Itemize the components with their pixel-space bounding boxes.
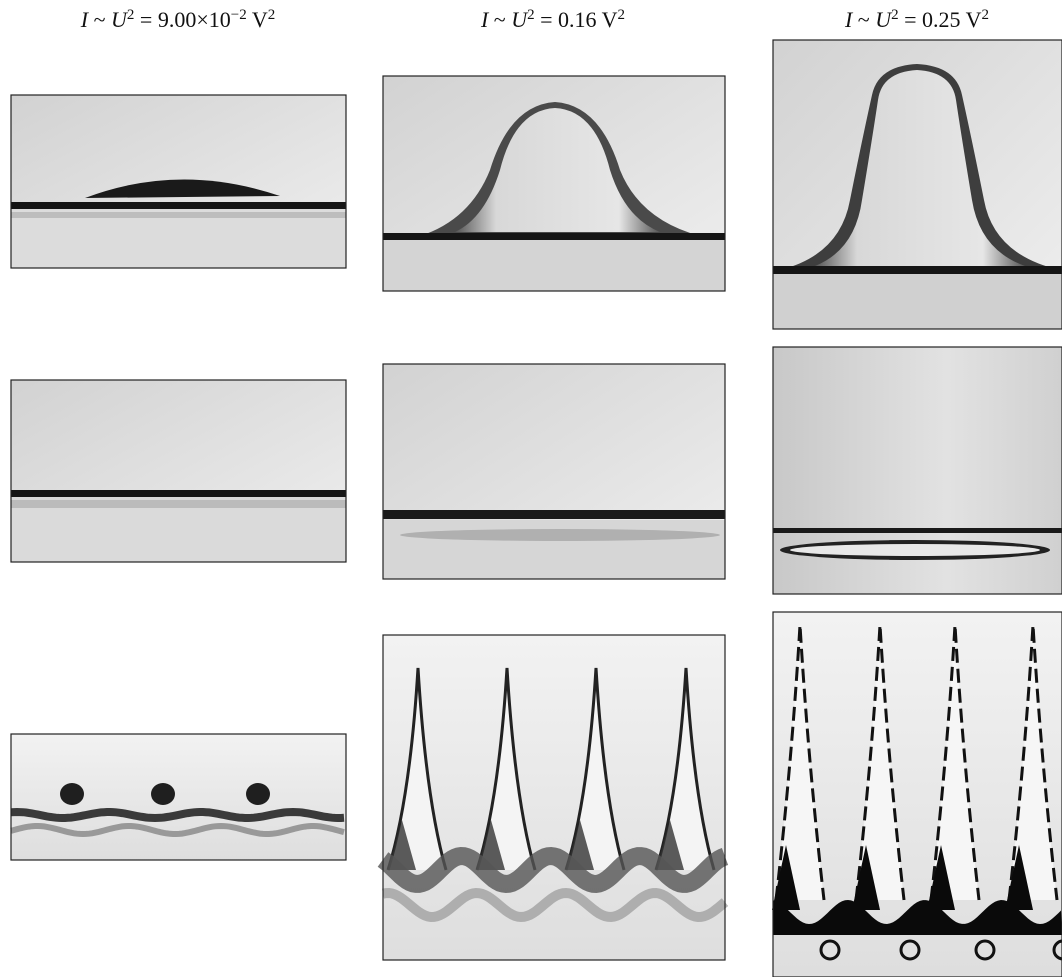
panel [772, 346, 1062, 595]
spike-shadow [566, 820, 594, 870]
column-header: I ~ U2 = 0.25 V2 [844, 7, 989, 32]
header-part: = [899, 7, 922, 32]
column-header: I ~ U2 = 9.00×10−2 V2 [80, 7, 275, 32]
header-part: 0.16 [558, 7, 597, 32]
header-part: I [80, 7, 90, 32]
header-part: U [875, 7, 893, 32]
spike [774, 624, 826, 901]
header-part: U [511, 7, 529, 32]
spike-shadow [656, 820, 684, 870]
panel [10, 379, 347, 563]
spike [1007, 624, 1059, 901]
panel [772, 39, 1062, 330]
spike [564, 667, 626, 871]
spike-shadow [477, 820, 505, 870]
header-part: ~ [852, 7, 875, 32]
panel [382, 75, 726, 292]
spike [386, 667, 448, 871]
header-part: 2 [891, 7, 899, 23]
blob [151, 783, 175, 805]
spike [654, 667, 716, 871]
header-part: 0.25 [922, 7, 961, 32]
header-part: ~ [88, 7, 111, 32]
header-part: V [247, 7, 268, 32]
panel [10, 94, 347, 269]
panel [772, 611, 1062, 977]
panel [10, 733, 347, 861]
header-part: 2 [268, 7, 276, 23]
panel [377, 634, 729, 961]
header-part: 2 [127, 7, 135, 23]
header-part: 2 [527, 7, 535, 23]
spike [854, 624, 906, 901]
header-part: ~ [488, 7, 511, 32]
spike [929, 624, 981, 901]
bubble [899, 939, 921, 961]
header-part: I [480, 7, 490, 32]
spike-shadow [1005, 845, 1033, 910]
header-part: = [134, 7, 157, 32]
blob [246, 783, 270, 805]
header-part: V [597, 7, 618, 32]
bubble [1052, 939, 1062, 961]
header-part: = [535, 7, 558, 32]
spike-shadow [927, 845, 955, 910]
spike-shadow [772, 845, 800, 910]
header-part: I [844, 7, 854, 32]
header-part: V [961, 7, 982, 32]
bubble [819, 939, 841, 961]
spike [475, 667, 537, 871]
header-part: 2 [618, 7, 626, 23]
bubble [974, 939, 996, 961]
band [773, 900, 1062, 935]
header-part: 9.00×10 [158, 7, 231, 32]
header-part: U [111, 7, 129, 32]
panel [382, 363, 726, 580]
blob [60, 783, 84, 805]
header-part: 2 [982, 7, 990, 23]
column-header: I ~ U2 = 0.16 V2 [480, 7, 625, 32]
spike-shadow [852, 845, 880, 910]
header-part: −2 [231, 7, 247, 23]
